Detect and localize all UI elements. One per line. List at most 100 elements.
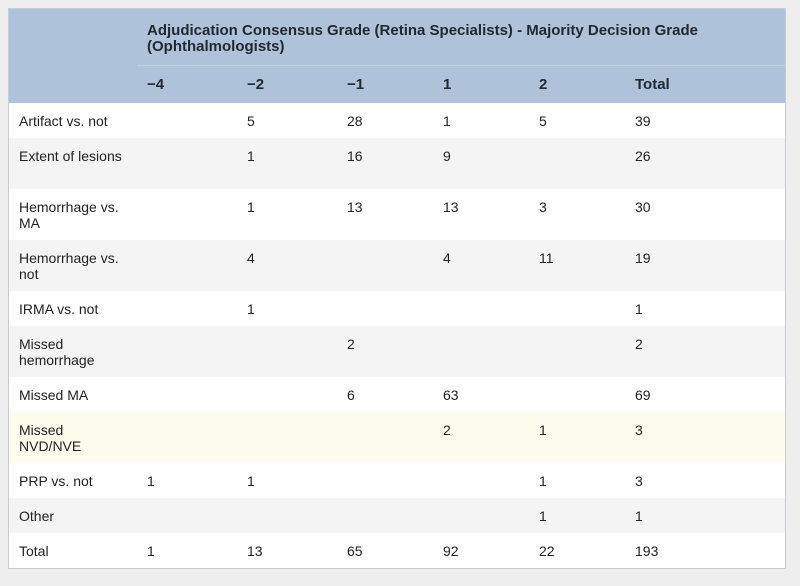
table-cell [237, 377, 337, 412]
table-cell: 2 [433, 412, 529, 463]
table-row: Artifact vs. not 5 28 1 5 39 [9, 103, 786, 138]
table-cell [137, 138, 237, 189]
table-cell: 1 [137, 463, 237, 498]
table-cell: 28 [337, 103, 433, 138]
table-cell: 1 [433, 103, 529, 138]
table-cell [137, 103, 237, 138]
group-header-row: Adjudication Consensus Grade (Retina Spe… [9, 9, 786, 66]
table-cell [337, 498, 433, 533]
table-cell: 1 [625, 498, 786, 533]
table-row: Other 1 1 [9, 498, 786, 533]
table-cell [529, 377, 625, 412]
row-label: Other [9, 498, 137, 533]
table-cell: 11 [529, 240, 625, 291]
table-cell [337, 463, 433, 498]
table-cell [137, 377, 237, 412]
table-row: Missed NVD/NVE 2 1 3 [9, 412, 786, 463]
table-cell: 39 [625, 103, 786, 138]
table-row: Hemorrhage vs. not 4 4 11 19 [9, 240, 786, 291]
header-corner-cell-2 [9, 65, 137, 103]
column-header-1: 1 [433, 65, 529, 103]
row-label: Total [9, 533, 137, 568]
table-cell: 3 [625, 463, 786, 498]
adjudication-table: Adjudication Consensus Grade (Retina Spe… [9, 9, 786, 568]
row-label: Hemorrhage vs. MA [9, 189, 137, 240]
table-cell [529, 291, 625, 326]
table-cell: 30 [625, 189, 786, 240]
table-row: Extent of lesions 1 16 9 26 [9, 138, 786, 189]
table-cell: 1 [625, 291, 786, 326]
table-row: IRMA vs. not 1 1 [9, 291, 786, 326]
table-cell: 63 [433, 377, 529, 412]
table-cell [337, 412, 433, 463]
table-cell: 6 [337, 377, 433, 412]
row-label: Hemorrhage vs. not [9, 240, 137, 291]
table-cell [433, 291, 529, 326]
table-cell: 19 [625, 240, 786, 291]
table-cell: 1 [237, 291, 337, 326]
table-cell: 4 [237, 240, 337, 291]
row-label: Artifact vs. not [9, 103, 137, 138]
table-cell [433, 498, 529, 533]
data-table-container: Adjudication Consensus Grade (Retina Spe… [8, 8, 786, 569]
group-header-title: Adjudication Consensus Grade (Retina Spe… [137, 9, 786, 66]
table-cell: 22 [529, 533, 625, 568]
header-corner-cell [9, 9, 137, 66]
table-cell [137, 326, 237, 377]
row-label: Missed MA [9, 377, 137, 412]
table-cell: 69 [625, 377, 786, 412]
table-body: Artifact vs. not 5 28 1 5 39 Extent of l… [9, 103, 786, 568]
table-cell [529, 138, 625, 189]
table-cell: 1 [529, 498, 625, 533]
row-label: Missed NVD/NVE [9, 412, 137, 463]
table-cell: 2 [337, 326, 433, 377]
table-cell: 1 [237, 138, 337, 189]
table-cell: 3 [529, 189, 625, 240]
table-cell: 193 [625, 533, 786, 568]
table-cell: 92 [433, 533, 529, 568]
table-cell [337, 240, 433, 291]
table-cell [337, 291, 433, 326]
column-header-row: −4 −2 −1 1 2 Total [9, 65, 786, 103]
table-cell: 1 [237, 463, 337, 498]
table-row: Hemorrhage vs. MA 1 13 13 3 30 [9, 189, 786, 240]
table-cell [237, 326, 337, 377]
table-cell: 65 [337, 533, 433, 568]
table-cell: 9 [433, 138, 529, 189]
row-label: Missed hemorrhage [9, 326, 137, 377]
table-cell: 5 [237, 103, 337, 138]
table-cell [137, 189, 237, 240]
table-cell [137, 291, 237, 326]
table-row: Missed hemorrhage 2 2 [9, 326, 786, 377]
table-cell [433, 326, 529, 377]
table-row: Missed MA 6 63 69 [9, 377, 786, 412]
table-cell [237, 412, 337, 463]
table-cell: 1 [529, 463, 625, 498]
table-cell: 3 [625, 412, 786, 463]
table-cell [137, 412, 237, 463]
table-cell: 13 [433, 189, 529, 240]
table-cell [237, 498, 337, 533]
table-cell: 1 [237, 189, 337, 240]
table-cell [137, 240, 237, 291]
table-cell: 13 [337, 189, 433, 240]
row-label: IRMA vs. not [9, 291, 137, 326]
table-cell: 4 [433, 240, 529, 291]
table-total-row: Total 1 13 65 92 22 193 [9, 533, 786, 568]
table-cell: 1 [529, 412, 625, 463]
table-cell: 2 [625, 326, 786, 377]
table-cell: 16 [337, 138, 433, 189]
table-cell: 1 [137, 533, 237, 568]
table-cell [433, 463, 529, 498]
table-header: Adjudication Consensus Grade (Retina Spe… [9, 9, 786, 103]
row-label: Extent of lesions [9, 138, 137, 189]
column-header-2: 2 [529, 65, 625, 103]
table-cell: 13 [237, 533, 337, 568]
table-cell: 5 [529, 103, 625, 138]
column-header-minus2: −2 [237, 65, 337, 103]
column-header-minus4: −4 [137, 65, 237, 103]
row-label: PRP vs. not [9, 463, 137, 498]
table-cell [137, 498, 237, 533]
table-row: PRP vs. not 1 1 1 3 [9, 463, 786, 498]
column-header-minus1: −1 [337, 65, 433, 103]
